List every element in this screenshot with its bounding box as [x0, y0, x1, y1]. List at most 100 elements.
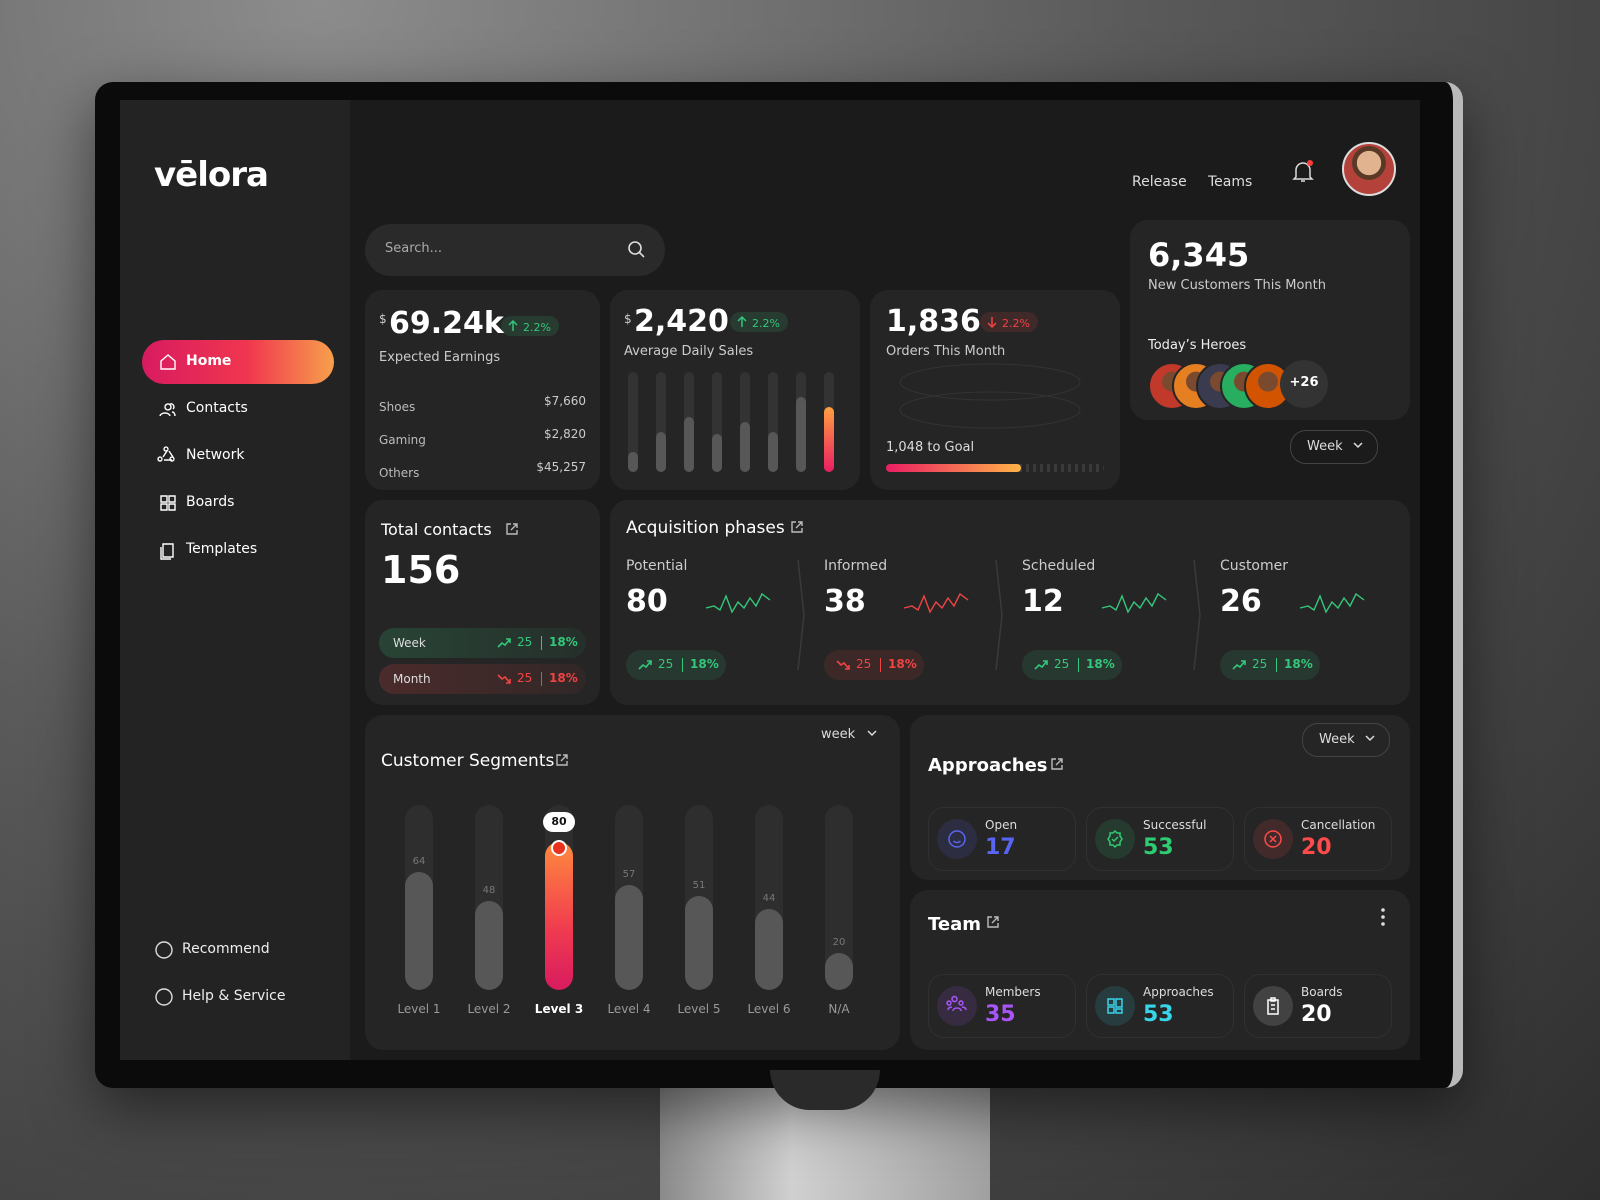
row-label: Week — [393, 636, 426, 650]
segment-label: Level 2 — [467, 1002, 511, 1016]
change-value: 2.2% — [523, 321, 551, 334]
trend-head — [506, 638, 511, 643]
top-link[interactable]: Teams — [1208, 174, 1253, 190]
decor-rings — [899, 363, 1081, 429]
item-icon-bg — [1095, 986, 1135, 1026]
item-value: 20 — [1301, 835, 1332, 860]
item-icon-bg — [1253, 986, 1293, 1026]
segments-card: Customer Segments week 64 Level 1 48 Level 2 8… — [365, 715, 900, 1050]
new-customers-card: 6,345 New Customers This Month Today’s Her… — [1130, 220, 1410, 420]
earnings-label: Expected Earnings — [379, 350, 501, 365]
segment-bar — [615, 884, 643, 990]
row-count: 25 — [517, 671, 533, 685]
segment-bar — [685, 895, 713, 990]
item-icon — [1107, 829, 1123, 849]
team-card: Team Members 35 Approaches 53 Boards 20 — [910, 890, 1410, 1050]
sparkline — [903, 592, 969, 614]
goal-label: 1,048 to Goal — [886, 440, 975, 455]
trend-count: 25 — [658, 657, 674, 671]
segment-track: 48 — [475, 805, 503, 990]
dot — [1381, 908, 1385, 912]
segment-track: 51 — [685, 805, 713, 990]
item-value: 20 — [1301, 1002, 1332, 1027]
period-dropdown[interactable]: week — [805, 719, 891, 751]
trend-count: 25 — [1054, 657, 1070, 671]
period-dropdown[interactable]: Week — [1302, 723, 1390, 757]
value-label: 80 — [551, 815, 567, 828]
footer-link[interactable]: Recommend — [142, 930, 334, 970]
acquisition-card: Acquisition phases Potential 80 25 18% Inform… — [610, 500, 1410, 705]
icon — [867, 730, 877, 737]
segment-track: 20 — [825, 805, 853, 990]
segment-label: Level 1 — [397, 1002, 441, 1016]
dot — [1381, 915, 1385, 919]
arrow — [987, 317, 997, 329]
segment-bar — [405, 871, 433, 990]
change-badge: 2.2% — [501, 316, 559, 336]
chevron — [1365, 735, 1375, 742]
icon — [160, 354, 176, 370]
search-box[interactable]: Search... — [365, 224, 665, 276]
currency: $ — [379, 312, 387, 326]
approaches-item: Cancellation 20 — [1244, 807, 1392, 871]
value-label: 51 — [692, 879, 706, 891]
bar-track — [740, 372, 750, 472]
top-link[interactable]: Release — [1132, 174, 1187, 190]
footer-link[interactable]: Help & Service — [142, 977, 334, 1017]
icon — [791, 521, 803, 533]
nav-label: Network — [186, 447, 245, 463]
trend-icon — [497, 638, 511, 648]
period-dropdown[interactable]: Week — [1290, 430, 1378, 464]
row-label: Month — [393, 672, 431, 686]
main: Release Teams Search... $69.24k 2.2% Expected… — [120, 100, 1420, 1060]
segment-label: Level 5 — [677, 1002, 721, 1016]
external-link-icon — [987, 916, 999, 928]
bar — [712, 434, 722, 472]
icon — [946, 995, 967, 1012]
row-amount: $7,660 — [544, 394, 586, 408]
trend-count: 25 — [1252, 657, 1268, 671]
notification-bell[interactable] — [1292, 160, 1314, 184]
bar — [684, 417, 694, 472]
item-icon-bg — [937, 819, 977, 859]
nav-label: Templates — [186, 541, 258, 557]
icon — [1107, 829, 1123, 849]
period-label: Week — [1307, 439, 1343, 454]
trend-line — [836, 660, 850, 670]
value-label: 20 — [832, 937, 846, 948]
nav-item[interactable]: Contacts — [142, 387, 334, 431]
sparkline-path — [1101, 592, 1167, 614]
trend-head — [845, 665, 850, 670]
icon — [157, 446, 175, 462]
separator — [880, 658, 881, 672]
segment-track — [545, 805, 573, 990]
item-label: Approaches — [1143, 985, 1214, 999]
sparkline-path — [903, 592, 969, 614]
more-menu[interactable] — [1380, 908, 1386, 926]
change-arrow — [508, 319, 518, 331]
team-item: Members 35 — [928, 974, 1076, 1038]
user-avatar[interactable] — [1342, 142, 1396, 196]
trend-icon — [1034, 660, 1048, 670]
external-link-icon — [791, 521, 803, 533]
earnings-card: $69.24k 2.2% Expected Earnings Shoes $7,660 G… — [365, 290, 600, 490]
phase-value: 26 — [1220, 584, 1262, 619]
item-icon-bg — [1095, 819, 1135, 859]
trend-pill: 25 18% — [1022, 650, 1122, 680]
icon — [1051, 758, 1063, 770]
trend-percent: 18% — [690, 657, 719, 671]
decor — [899, 363, 1081, 401]
row-name: Gaming — [379, 433, 426, 447]
nav-item[interactable]: Home — [142, 340, 334, 384]
nav-item[interactable]: Network — [142, 434, 334, 478]
footer-label: Recommend — [182, 941, 270, 957]
divider — [797, 559, 805, 671]
nav-item[interactable]: Boards — [142, 481, 334, 525]
value-label: 44 — [762, 892, 776, 904]
phase-divider — [1193, 559, 1201, 671]
nav-item[interactable]: Templates — [142, 528, 334, 572]
item-icon — [1107, 998, 1123, 1014]
item-value: 35 — [985, 1002, 1016, 1027]
sparkline — [1101, 592, 1167, 614]
